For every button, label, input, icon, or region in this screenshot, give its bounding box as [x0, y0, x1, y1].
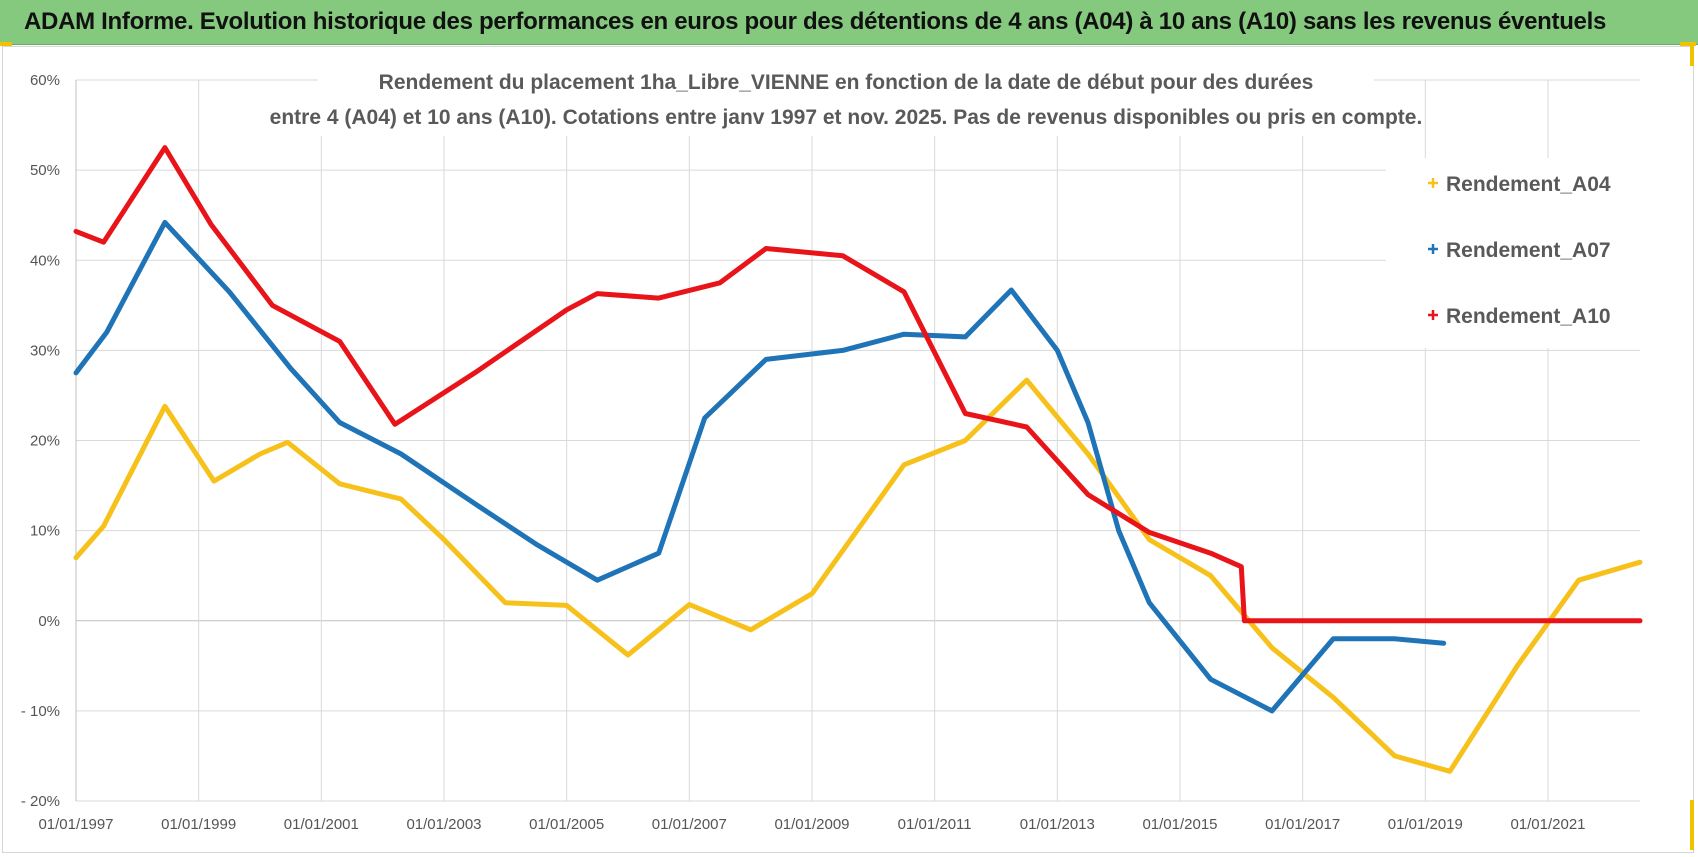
series-line-rendement-a04	[73, 377, 1643, 774]
y-tick-label: 50%	[30, 162, 60, 179]
series-lines	[73, 145, 1643, 774]
header-bar: ADAM Informe. Evolution historique des p…	[0, 0, 1698, 45]
corner-mark-bottom-right	[1690, 800, 1694, 850]
x-tick-label: 01/01/2007	[652, 816, 727, 833]
x-tick-label: 01/01/1999	[161, 816, 236, 833]
y-tick-label: 0%	[38, 613, 60, 630]
y-tick-label: 60%	[30, 72, 60, 89]
chart-title-line-2: entre 4 (A04) et 10 ans (A10). Cotations…	[270, 106, 1423, 129]
corner-mark-right-side	[1690, 44, 1694, 66]
x-tick-label: 01/01/2001	[284, 816, 359, 833]
legend-label: Rendement_A07	[1446, 239, 1611, 262]
series-line-rendement-a07	[73, 219, 1447, 714]
chart-title-background	[318, 66, 1374, 136]
chart-title-line-1: Rendement du placement 1ha_Libre_VIENNE …	[379, 71, 1314, 94]
x-tick-label: 01/01/2003	[406, 816, 481, 833]
y-tick-label: 40%	[30, 252, 60, 269]
x-tick-label: 01/01/2017	[1265, 816, 1340, 833]
gridlines	[75, 79, 1640, 802]
x-tick-label: 01/01/2013	[1020, 816, 1095, 833]
legend-label: Rendement_A04	[1446, 173, 1611, 196]
legend-item: Rendement_A04	[1428, 173, 1611, 196]
legend-background	[1386, 158, 1676, 348]
legend-label: Rendement_A10	[1446, 305, 1611, 328]
corner-mark-top-left	[0, 42, 12, 46]
legend: Rendement_A04 Rendement_A07 Rendement_A10	[1428, 173, 1611, 328]
legend-item: Rendement_A10	[1428, 305, 1611, 328]
axes: 60% 50% 40% 30% 20% 10% 0% - 10% - 20% 01/01/1997…	[21, 72, 1586, 833]
x-tick-label: 01/01/1997	[38, 816, 113, 833]
legend-item: Rendement_A07	[1428, 239, 1611, 262]
chart-frame	[2, 46, 1694, 853]
y-tick-label: - 20%	[21, 793, 60, 810]
corner-mark-top-right	[1680, 42, 1696, 46]
y-tick-label: - 10%	[21, 703, 60, 720]
y-tick-label: 30%	[30, 342, 60, 359]
x-tick-label: 01/01/2015	[1142, 816, 1217, 833]
x-tick-label: 01/01/2005	[529, 816, 604, 833]
x-tick-label: 01/01/2021	[1510, 816, 1585, 833]
x-tick-label: 01/01/2009	[774, 816, 849, 833]
y-tick-label: 20%	[30, 433, 60, 450]
x-tick-label: 01/01/2019	[1388, 816, 1463, 833]
x-tick-label: 01/01/2011	[898, 816, 972, 833]
y-tick-label: 10%	[30, 523, 60, 540]
series-line-rendement-a10	[73, 145, 1643, 624]
header-title: ADAM Informe. Evolution historique des p…	[24, 8, 1607, 35]
